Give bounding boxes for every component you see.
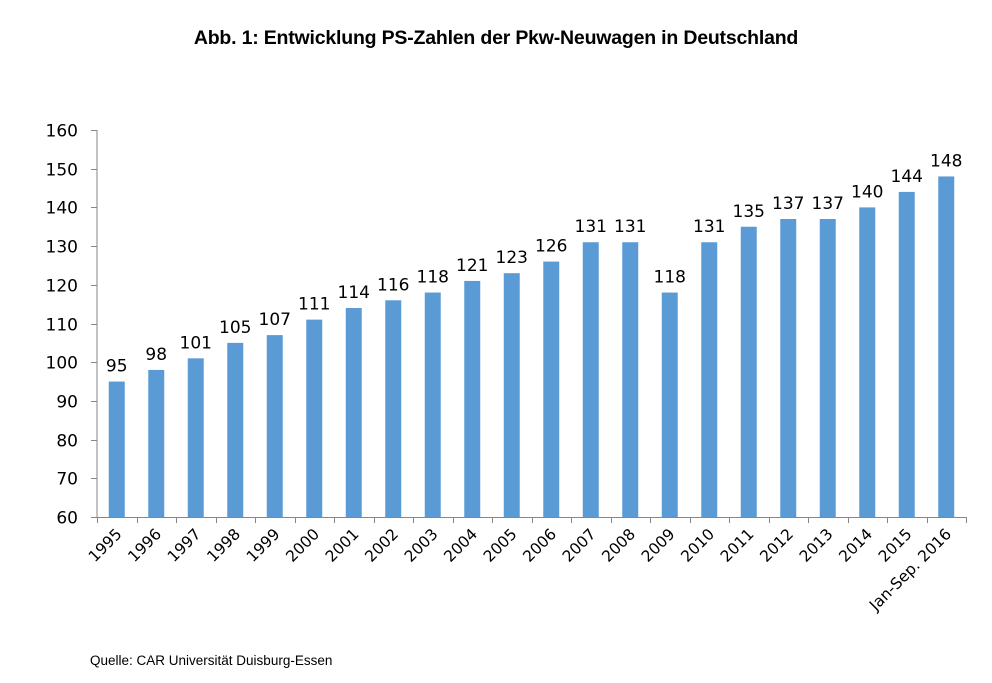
bar bbox=[701, 242, 718, 518]
y-tick-label: 110 bbox=[46, 316, 78, 336]
y-tick-label: 120 bbox=[46, 277, 78, 297]
data-label: 105 bbox=[219, 318, 251, 338]
x-axis: 1995199619971998199920002001200220032004… bbox=[85, 517, 967, 615]
data-label: 107 bbox=[259, 310, 291, 330]
data-label: 135 bbox=[733, 202, 765, 222]
source-note: Quelle: CAR Universität Duisburg-Essen bbox=[90, 653, 333, 668]
bar bbox=[424, 292, 441, 517]
x-category-label: 2005 bbox=[480, 525, 521, 566]
x-category-label: 2009 bbox=[638, 525, 679, 566]
data-label: 118 bbox=[654, 268, 686, 288]
x-category-label: 2004 bbox=[440, 525, 481, 566]
data-label: 98 bbox=[145, 345, 167, 365]
bar bbox=[543, 261, 560, 517]
x-category-label: 2011 bbox=[717, 525, 758, 566]
x-category-label: 2006 bbox=[519, 525, 560, 566]
x-category-label: 2003 bbox=[401, 525, 442, 566]
data-label: 118 bbox=[417, 268, 449, 288]
bars bbox=[108, 176, 955, 518]
bar bbox=[859, 207, 876, 517]
data-label: 131 bbox=[614, 217, 646, 237]
x-category-label: 2012 bbox=[756, 525, 797, 566]
bar bbox=[187, 358, 204, 517]
x-category-label: 2014 bbox=[835, 525, 876, 566]
x-category-label: 2010 bbox=[677, 525, 718, 566]
x-category-label: 2002 bbox=[361, 525, 402, 566]
data-label: 95 bbox=[106, 357, 128, 377]
y-tick-label: 150 bbox=[46, 161, 78, 181]
data-label: 131 bbox=[693, 217, 725, 237]
x-category-label: 2001 bbox=[322, 525, 363, 566]
x-category-label: 1996 bbox=[124, 525, 165, 566]
x-category-label: 2000 bbox=[282, 525, 323, 566]
x-category-label: 2013 bbox=[796, 525, 837, 566]
bar bbox=[503, 273, 520, 517]
bar bbox=[898, 191, 915, 518]
x-category-label: 2008 bbox=[598, 525, 639, 566]
data-label: 126 bbox=[535, 237, 567, 257]
bar bbox=[385, 300, 402, 517]
data-label: 144 bbox=[891, 167, 923, 187]
y-tick-label: 100 bbox=[46, 354, 78, 374]
bar bbox=[464, 280, 481, 517]
data-label: 111 bbox=[298, 295, 330, 315]
bar bbox=[345, 308, 362, 517]
data-label: 101 bbox=[180, 333, 212, 353]
data-label: 121 bbox=[456, 256, 488, 276]
bar bbox=[661, 292, 678, 517]
x-category-label: 1998 bbox=[203, 525, 244, 566]
y-tick-label: 70 bbox=[56, 470, 78, 490]
x-category-label: 1997 bbox=[164, 525, 205, 566]
y-tick-label: 60 bbox=[56, 509, 78, 529]
data-label: 137 bbox=[812, 194, 844, 214]
bar bbox=[938, 176, 955, 517]
bar bbox=[108, 381, 125, 517]
bar bbox=[266, 335, 283, 517]
y-tick-label: 90 bbox=[56, 393, 78, 413]
data-label: 114 bbox=[338, 283, 370, 303]
data-labels: 95 98 101 105 107 111 114 116 118 121 123 126 131 131… bbox=[106, 151, 963, 376]
y-tick-label: 140 bbox=[46, 199, 78, 219]
data-label: 131 bbox=[575, 217, 607, 237]
bar bbox=[582, 242, 599, 518]
data-label: 123 bbox=[496, 248, 528, 268]
y-tick-label: 130 bbox=[46, 238, 78, 258]
data-label: 116 bbox=[377, 275, 409, 295]
x-category-label: 1999 bbox=[243, 525, 284, 566]
x-category-label: 1995 bbox=[85, 525, 126, 566]
bar bbox=[227, 342, 244, 517]
data-label: 137 bbox=[772, 194, 804, 214]
x-category-label: 2007 bbox=[559, 525, 600, 566]
bar bbox=[819, 219, 836, 517]
chart-title: Abb. 1: Entwicklung PS-Zahlen der Pkw-Ne… bbox=[193, 27, 799, 49]
bar bbox=[148, 369, 165, 517]
y-axis: 60 70 80 90 100 110 120 130 140 150 160 bbox=[46, 122, 98, 529]
bar bbox=[780, 219, 797, 517]
data-label: 140 bbox=[851, 182, 883, 202]
bar bbox=[740, 226, 757, 517]
y-tick-label: 80 bbox=[56, 432, 78, 452]
y-tick-label: 160 bbox=[46, 122, 78, 142]
bar bbox=[622, 242, 639, 518]
data-label: 148 bbox=[930, 151, 962, 171]
bar bbox=[306, 319, 323, 517]
